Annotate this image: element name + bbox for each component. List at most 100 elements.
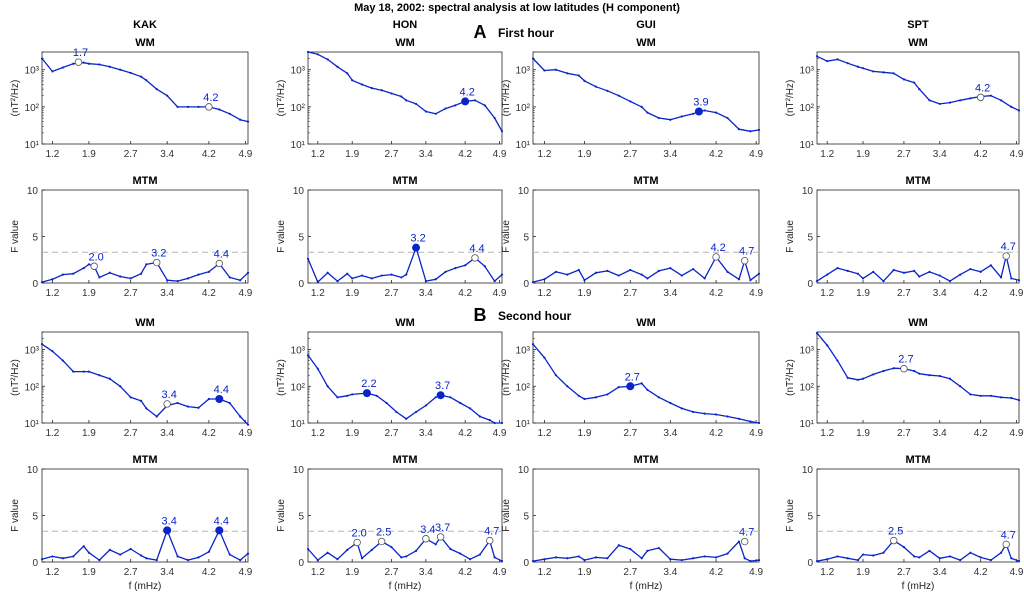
data-point [680, 115, 683, 118]
data-point [938, 557, 941, 560]
peak-label: 2.7 [625, 371, 640, 383]
x-tick-label: 2.7 [897, 149, 911, 160]
data-point [306, 547, 310, 551]
data-point [703, 277, 706, 280]
data-point [714, 413, 718, 416]
data-point [176, 555, 179, 558]
data-point [669, 118, 672, 121]
data-point [640, 382, 643, 385]
data-point [98, 63, 101, 66]
data-point [186, 559, 190, 562]
series-line [41, 58, 249, 123]
y-tick-label: 10³ [800, 66, 815, 77]
peak-label: 3.7 [435, 380, 450, 392]
panel-mtm2-SPT: MTM 1.2 1.9 2.7 3.4 4.2 4.9 0 5 10 F value f (mHz) 2… [785, 454, 1024, 592]
data-point [246, 120, 250, 123]
station-label: GUI [636, 19, 656, 31]
y-tick-label: 10³ [800, 346, 815, 357]
x-tick-label: 4.9 [238, 428, 252, 439]
data-point [918, 275, 921, 278]
x-tick-label: 1.2 [537, 567, 551, 578]
data-point [454, 267, 457, 270]
data-point [531, 559, 535, 563]
data-point [882, 71, 885, 74]
y-tick-label: 10² [516, 103, 531, 114]
data-point [913, 555, 916, 558]
data-point [424, 280, 427, 283]
y-tick-label: 10³ [516, 346, 531, 357]
data-point [836, 267, 839, 270]
panel-mtm1-SPT: MTM 1.2 1.9 2.7 3.4 4.2 4.9 0 5 10 F value 4.7 [785, 175, 1024, 299]
data-point [414, 549, 418, 552]
panel-mtm2-KAK: MTM 1.2 1.9 2.7 3.4 4.2 4.9 0 5 10 F value f (mHz) 3… [10, 454, 253, 592]
data-point [400, 276, 403, 279]
data-point [380, 274, 383, 277]
data-point [856, 378, 860, 381]
x-tick-label: 2.7 [385, 567, 399, 578]
panel-title: WM [636, 317, 656, 329]
panel-title: MTM [633, 175, 658, 187]
x-axis-label: f (mHz) [389, 581, 422, 592]
data-point [108, 548, 111, 552]
data-point [680, 407, 683, 410]
data-point [554, 556, 557, 559]
data-point [882, 551, 885, 554]
data-point [836, 359, 839, 362]
y-tick-label: 10 [293, 465, 305, 476]
data-point [815, 280, 819, 283]
y-axis-label: F value [785, 499, 796, 532]
panel-wm1-GUI: GUI WM 1.2 1.9 2.7 3.4 4.2 4.9 10¹ 10² 10³ (nT²/Hz)… [501, 19, 764, 160]
data-point [646, 549, 649, 552]
data-point [326, 551, 329, 554]
panel-grid: KAK WM 1.2 1.9 2.7 3.4 4.2 4.9 10¹ 10² 10³ (nT²/Hz)… [10, 19, 1024, 592]
x-tick-label: 3.4 [160, 567, 174, 578]
data-point [61, 557, 64, 560]
panel-title: WM [636, 37, 656, 49]
data-point [680, 559, 683, 562]
data-point [228, 401, 231, 405]
y-tick-label: 5 [523, 512, 529, 523]
data-point [959, 559, 962, 562]
data-point [826, 344, 829, 347]
data-point [918, 88, 921, 91]
y-axis-label: F value [785, 220, 796, 253]
data-point [119, 275, 122, 278]
data-point [757, 128, 761, 131]
data-point [948, 280, 952, 283]
y-tick-label: 10 [293, 186, 305, 197]
peak-label: 2.0 [89, 251, 104, 263]
x-tick-label: 4.9 [238, 288, 252, 299]
x-tick-label: 1.2 [820, 567, 834, 578]
series-line [816, 255, 1020, 282]
data-point [239, 279, 242, 282]
x-tick-label: 1.2 [45, 288, 59, 299]
panel-mtm1-GUI: MTM 1.2 1.9 2.7 3.4 4.2 4.9 0 5 10 F value 4.2 4.7 [501, 175, 764, 299]
data-point [218, 108, 221, 111]
data-point [424, 404, 427, 407]
data-point [902, 271, 906, 274]
x-tick-label: 1.9 [856, 288, 870, 299]
data-point [228, 276, 231, 279]
series-line [532, 343, 760, 424]
x-tick-label: 4.9 [238, 567, 252, 578]
y-axis-label: (nT²/Hz) [785, 80, 796, 117]
data-point [737, 278, 741, 281]
y-tick-label: 0 [32, 558, 38, 569]
data-point [543, 356, 546, 359]
data-point [969, 267, 972, 271]
peak-label: 3.9 [693, 97, 708, 109]
data-point [856, 65, 860, 68]
peak-label: 3.4 [162, 515, 177, 527]
x-tick-label: 2.7 [623, 288, 637, 299]
peak-marker-filled [215, 395, 224, 404]
data-point [176, 280, 179, 283]
data-point [531, 57, 535, 60]
data-point [979, 270, 982, 273]
data-point [316, 280, 319, 284]
data-point [959, 273, 962, 276]
data-point [108, 65, 111, 68]
data-point [336, 65, 339, 68]
data-point [40, 57, 44, 60]
y-tick-label: 0 [523, 279, 529, 290]
data-point [583, 279, 586, 282]
